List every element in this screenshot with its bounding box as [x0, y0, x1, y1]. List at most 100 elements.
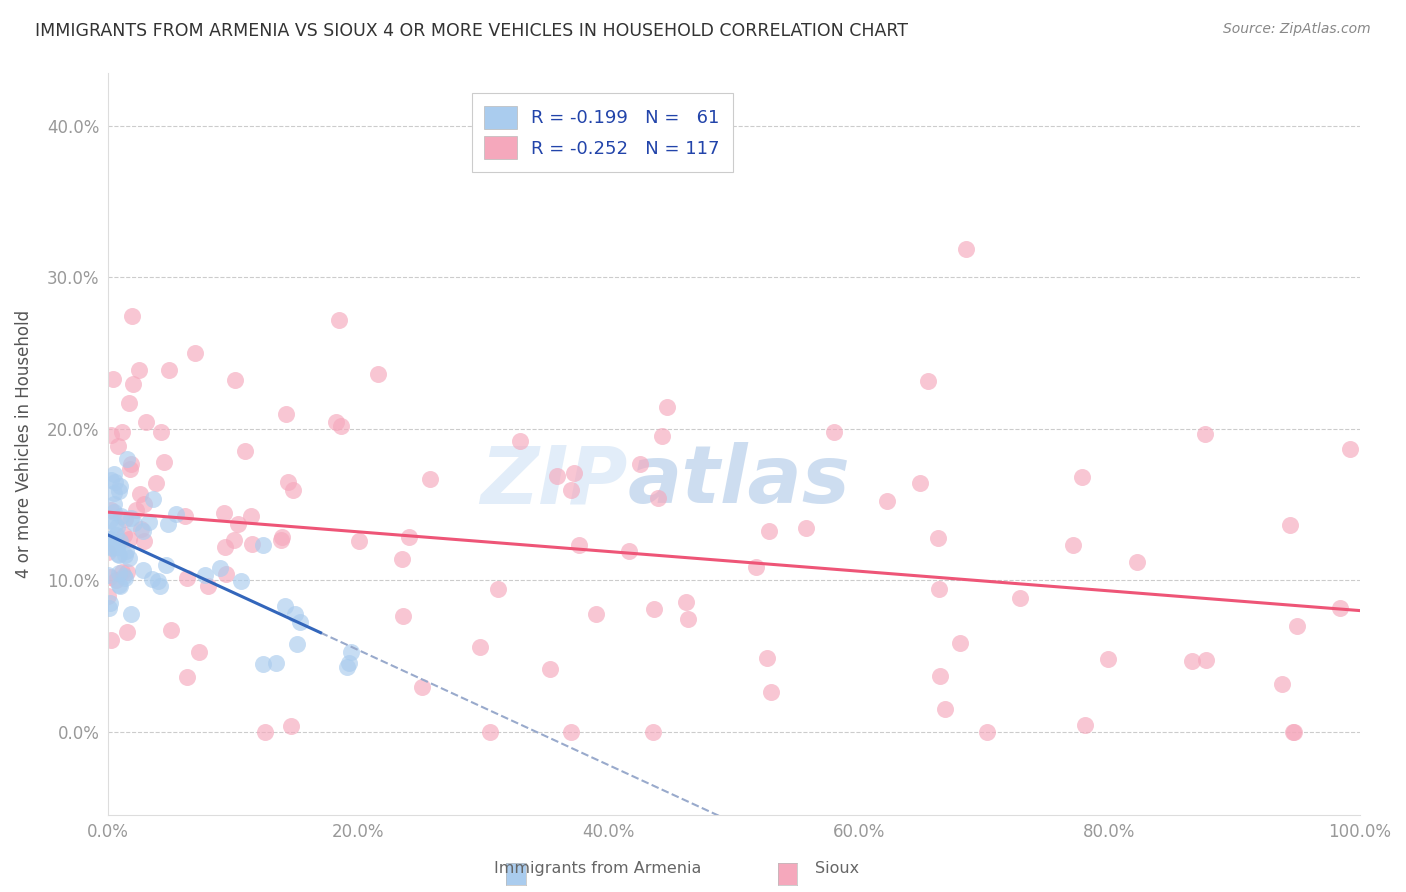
Point: [468, 640, 491, 655]
Point: [176, 670, 198, 684]
Point: [157, 363, 180, 377]
Point: [411, 681, 433, 695]
Point: [150, 425, 173, 440]
Point: [229, 574, 252, 588]
Point: [128, 362, 150, 376]
Point: [132, 563, 155, 577]
Point: [214, 540, 236, 554]
Point: [108, 479, 131, 493]
Point: [100, 427, 122, 442]
Point: [124, 516, 146, 530]
Point: [955, 243, 977, 257]
Point: [568, 538, 591, 552]
Point: [1008, 591, 1031, 605]
Text: atlas: atlas: [627, 442, 851, 520]
Point: [546, 469, 568, 483]
Point: [876, 494, 898, 508]
Point: [647, 491, 669, 506]
Point: [104, 539, 127, 553]
Point: [1194, 653, 1216, 667]
Point: [104, 517, 127, 532]
Point: [949, 636, 972, 650]
Point: [823, 425, 845, 439]
Point: [233, 443, 256, 458]
Text: Immigrants from Armenia: Immigrants from Armenia: [494, 861, 702, 876]
Point: [98, 532, 121, 546]
Point: [280, 719, 302, 733]
Point: [197, 579, 219, 593]
Point: [118, 532, 141, 546]
Point: [103, 486, 125, 500]
Point: [486, 582, 509, 596]
Point: [104, 475, 127, 489]
Point: [114, 571, 136, 585]
Point: [759, 685, 782, 699]
Point: [538, 662, 561, 676]
Point: [103, 534, 125, 549]
Point: [509, 434, 531, 449]
Point: [215, 566, 238, 581]
Point: [908, 476, 931, 491]
Point: [107, 439, 129, 453]
Point: [239, 508, 262, 523]
Point: [118, 461, 141, 475]
Point: [340, 645, 363, 659]
Point: [159, 623, 181, 637]
Point: [120, 511, 142, 525]
Point: [240, 536, 263, 550]
Point: [142, 491, 165, 506]
Point: [100, 632, 122, 647]
Point: [105, 573, 128, 587]
Point: [1062, 538, 1084, 552]
Point: [744, 560, 766, 574]
Point: [103, 505, 125, 519]
Point: [105, 541, 128, 555]
Point: [145, 476, 167, 491]
Point: [288, 615, 311, 629]
Point: [392, 608, 415, 623]
Point: [325, 416, 347, 430]
Point: [1282, 724, 1305, 739]
Point: [419, 472, 441, 486]
Point: [155, 558, 177, 573]
Point: [617, 544, 640, 558]
Point: [934, 702, 956, 716]
Point: [266, 656, 288, 670]
Point: [349, 533, 371, 548]
Point: [105, 527, 128, 541]
Point: [138, 515, 160, 529]
Point: [98, 596, 121, 610]
Point: [194, 568, 217, 582]
Point: [121, 376, 143, 391]
Point: [274, 407, 297, 421]
Point: [100, 570, 122, 584]
Point: [111, 565, 134, 579]
Point: [101, 541, 124, 556]
Y-axis label: 4 or more Vehicles in Household: 4 or more Vehicles in Household: [15, 310, 32, 578]
Point: [114, 544, 136, 558]
Point: [252, 657, 274, 672]
Point: [108, 484, 131, 499]
Point: [108, 548, 131, 562]
Point: [224, 373, 246, 387]
Point: [120, 457, 142, 471]
Point: [111, 425, 134, 439]
Point: [651, 429, 673, 443]
Point: [188, 645, 211, 659]
Point: [675, 595, 697, 609]
Point: [108, 578, 131, 592]
Point: [564, 467, 586, 481]
Point: [1074, 718, 1097, 732]
Point: [224, 533, 246, 548]
Legend: R = -0.199   N =   61, R = -0.252   N = 117: R = -0.199 N = 61, R = -0.252 N = 117: [472, 93, 733, 172]
Point: [208, 560, 231, 574]
Point: [643, 602, 665, 616]
Point: [98, 513, 121, 527]
Point: [1285, 619, 1308, 633]
Point: [165, 507, 187, 521]
Point: [101, 372, 124, 386]
Point: [336, 660, 359, 674]
Point: [283, 483, 305, 498]
Point: [1339, 442, 1361, 457]
Point: [1271, 677, 1294, 691]
